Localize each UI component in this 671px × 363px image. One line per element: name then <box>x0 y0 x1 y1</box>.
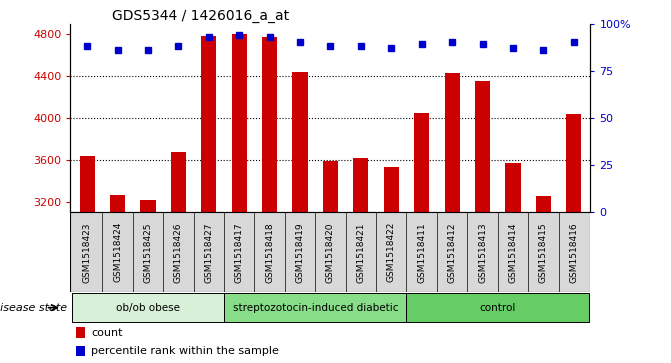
Text: GSM1518412: GSM1518412 <box>448 222 456 282</box>
Bar <box>475 81 490 212</box>
Text: GSM1518418: GSM1518418 <box>265 222 274 283</box>
Text: control: control <box>480 303 516 313</box>
Text: GSM1518414: GSM1518414 <box>509 222 517 282</box>
Bar <box>323 161 338 212</box>
Bar <box>262 37 277 212</box>
Text: GSM1518417: GSM1518417 <box>235 222 244 283</box>
Bar <box>110 195 125 212</box>
Bar <box>293 72 308 212</box>
Text: GSM1518423: GSM1518423 <box>83 222 92 282</box>
Text: GSM1518419: GSM1518419 <box>295 222 305 283</box>
Text: GSM1518415: GSM1518415 <box>539 222 548 283</box>
Bar <box>201 36 217 212</box>
Text: GSM1518413: GSM1518413 <box>478 222 487 283</box>
Bar <box>171 151 186 212</box>
Text: ob/ob obese: ob/ob obese <box>116 303 180 313</box>
Text: disease state: disease state <box>0 303 67 313</box>
Bar <box>444 73 460 212</box>
Text: GSM1518427: GSM1518427 <box>205 222 213 282</box>
Text: GDS5344 / 1426016_a_at: GDS5344 / 1426016_a_at <box>112 9 289 23</box>
Bar <box>140 200 156 212</box>
Text: GSM1518425: GSM1518425 <box>144 222 152 282</box>
Bar <box>76 327 85 338</box>
Text: GSM1518426: GSM1518426 <box>174 222 183 282</box>
Text: GSM1518416: GSM1518416 <box>569 222 578 283</box>
Bar <box>505 163 521 212</box>
Bar <box>80 156 95 212</box>
Text: streptozotocin-induced diabetic: streptozotocin-induced diabetic <box>233 303 398 313</box>
Text: GSM1518420: GSM1518420 <box>326 222 335 282</box>
Bar <box>70 212 590 292</box>
Bar <box>72 293 224 322</box>
Text: percentile rank within the sample: percentile rank within the sample <box>91 346 279 356</box>
Text: GSM1518411: GSM1518411 <box>417 222 426 283</box>
Bar <box>535 196 551 212</box>
Bar <box>407 293 589 322</box>
Bar <box>414 113 429 212</box>
Bar <box>384 167 399 212</box>
Bar <box>231 34 247 212</box>
Text: GSM1518424: GSM1518424 <box>113 222 122 282</box>
Text: GSM1518422: GSM1518422 <box>386 222 396 282</box>
Bar <box>353 158 368 212</box>
Text: count: count <box>91 328 123 338</box>
Bar <box>76 346 85 356</box>
Text: GSM1518421: GSM1518421 <box>356 222 366 282</box>
Bar <box>566 114 581 212</box>
Bar <box>224 293 407 322</box>
